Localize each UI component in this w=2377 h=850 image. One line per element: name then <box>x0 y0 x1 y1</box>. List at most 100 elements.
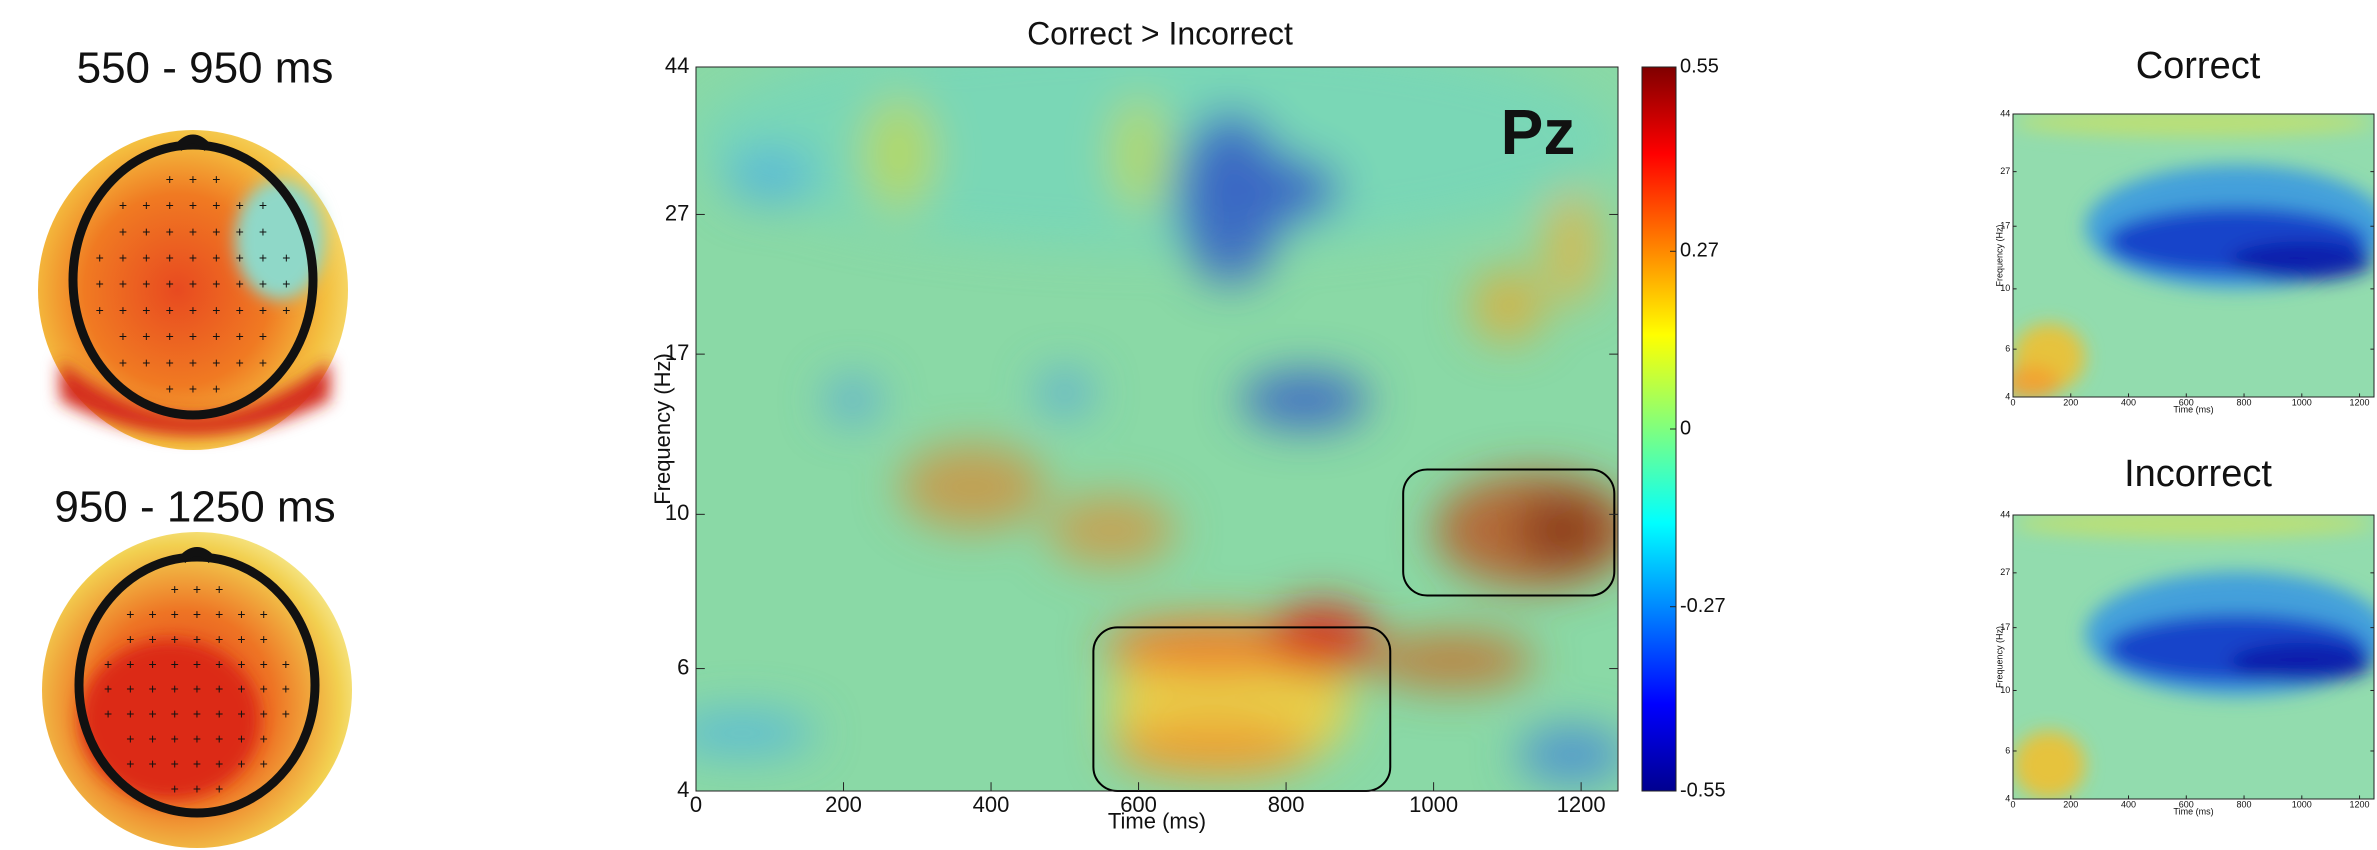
electrode: + <box>189 197 197 213</box>
electrode: + <box>215 606 223 622</box>
electrode: + <box>260 631 268 647</box>
y-tick-label: 17 <box>665 340 689 365</box>
plot-frame <box>2012 514 2375 800</box>
electrode: + <box>193 706 201 722</box>
chart-title: Correct <box>2136 45 2261 87</box>
heat-blob <box>2013 730 2086 799</box>
electrode: + <box>189 223 197 239</box>
electrode: + <box>282 276 290 292</box>
electrode: + <box>171 656 179 672</box>
electrode: + <box>96 249 104 265</box>
chart-title: Correct > Incorrect <box>1027 15 1293 51</box>
y-tick-label: 44 <box>2000 509 2010 519</box>
heatmap <box>696 67 1618 791</box>
electrode: + <box>171 706 179 722</box>
x-tick-label: 400 <box>2121 398 2136 408</box>
heat-blob <box>2013 515 2374 538</box>
topomap-title: 950 - 1250 ms <box>54 483 335 532</box>
heat-blob <box>723 146 816 205</box>
electrode: + <box>126 706 134 722</box>
heat-blob <box>1193 153 1342 227</box>
electrode: + <box>166 354 174 370</box>
x-tick-label: 0 <box>2010 800 2015 810</box>
topomap-title: 550 - 950 ms <box>77 44 334 93</box>
electrode: + <box>166 302 174 318</box>
electrode: + <box>260 755 268 771</box>
y-tick-label: 4 <box>677 777 689 802</box>
x-tick-label: 1200 <box>2350 800 2370 810</box>
electrode: + <box>142 276 150 292</box>
y-axis-label: Frequency (Hz) <box>1994 224 2004 286</box>
highlight-box <box>1402 468 1616 597</box>
electrode: + <box>212 302 220 318</box>
y-axis-label: Frequency (Hz) <box>650 353 675 505</box>
electrode: + <box>119 302 127 318</box>
y-tick-label: 27 <box>665 200 689 225</box>
y-tick-label: 6 <box>677 654 689 679</box>
heat-blob <box>696 711 816 755</box>
electrode: + <box>212 381 220 397</box>
electrode: + <box>171 581 179 597</box>
electrode: + <box>189 302 197 318</box>
electrode: + <box>259 223 267 239</box>
electrode: + <box>193 606 201 622</box>
electrode: + <box>212 328 220 344</box>
electrode: + <box>148 656 156 672</box>
heat-blob <box>825 378 881 422</box>
y-tick-label: 10 <box>2000 283 2010 293</box>
heat-blob <box>1037 371 1093 415</box>
electrode: + <box>142 197 150 213</box>
electrode: + <box>119 249 127 265</box>
electrode: + <box>260 730 268 746</box>
heatmap-field <box>696 67 1618 784</box>
heat-blob <box>898 443 1047 531</box>
heat-blob <box>1544 190 1600 306</box>
y-tick-label: 4 <box>2005 391 2010 401</box>
electrode: + <box>237 755 245 771</box>
y-tick-label: 10 <box>665 500 689 525</box>
electrode: + <box>189 328 197 344</box>
electrode: + <box>215 631 223 647</box>
electrode: + <box>148 681 156 697</box>
electrode: + <box>189 249 197 265</box>
colorbar-tick-label: 0.55 <box>1680 55 1719 77</box>
electrode: + <box>193 730 201 746</box>
heatmap-field <box>2013 114 2374 397</box>
heat-blob <box>1369 631 1536 690</box>
electrode: + <box>142 354 150 370</box>
electrode: + <box>259 302 267 318</box>
electrode: + <box>237 606 245 622</box>
electrode: + <box>119 354 127 370</box>
heat-blob <box>1101 617 1323 676</box>
electrode: + <box>148 730 156 746</box>
electrode: + <box>171 755 179 771</box>
electrode: + <box>237 631 245 647</box>
heat-blob <box>1516 725 1618 784</box>
electrode: + <box>148 755 156 771</box>
electrode: + <box>282 249 290 265</box>
y-tick-label: 6 <box>2005 344 2010 354</box>
x-tick-label: 800 <box>2237 800 2252 810</box>
electrode: + <box>237 706 245 722</box>
x-tick-label: 200 <box>2063 398 2078 408</box>
heat-blob <box>1046 494 1176 567</box>
electrode: + <box>215 706 223 722</box>
electrode: + <box>215 730 223 746</box>
electrode: + <box>142 328 150 344</box>
y-tick-label: 10 <box>2000 685 2010 695</box>
electrode: + <box>236 223 244 239</box>
heat-blob <box>1470 269 1545 343</box>
electrode: + <box>193 681 201 697</box>
x-tick-label: 1000 <box>2292 398 2312 408</box>
electrode: + <box>260 681 268 697</box>
electrode: + <box>189 381 197 397</box>
heat-blob <box>2013 365 2060 397</box>
electrode: + <box>212 249 220 265</box>
electrode: + <box>119 223 127 239</box>
electrode: + <box>215 656 223 672</box>
y-tick-label: 17 <box>2000 622 2010 632</box>
heat-blob <box>1110 95 1167 212</box>
x-tick-label: 200 <box>825 792 862 817</box>
x-axis-label: Time (ms) <box>1108 809 1206 834</box>
heatmap-field <box>2013 515 2374 799</box>
